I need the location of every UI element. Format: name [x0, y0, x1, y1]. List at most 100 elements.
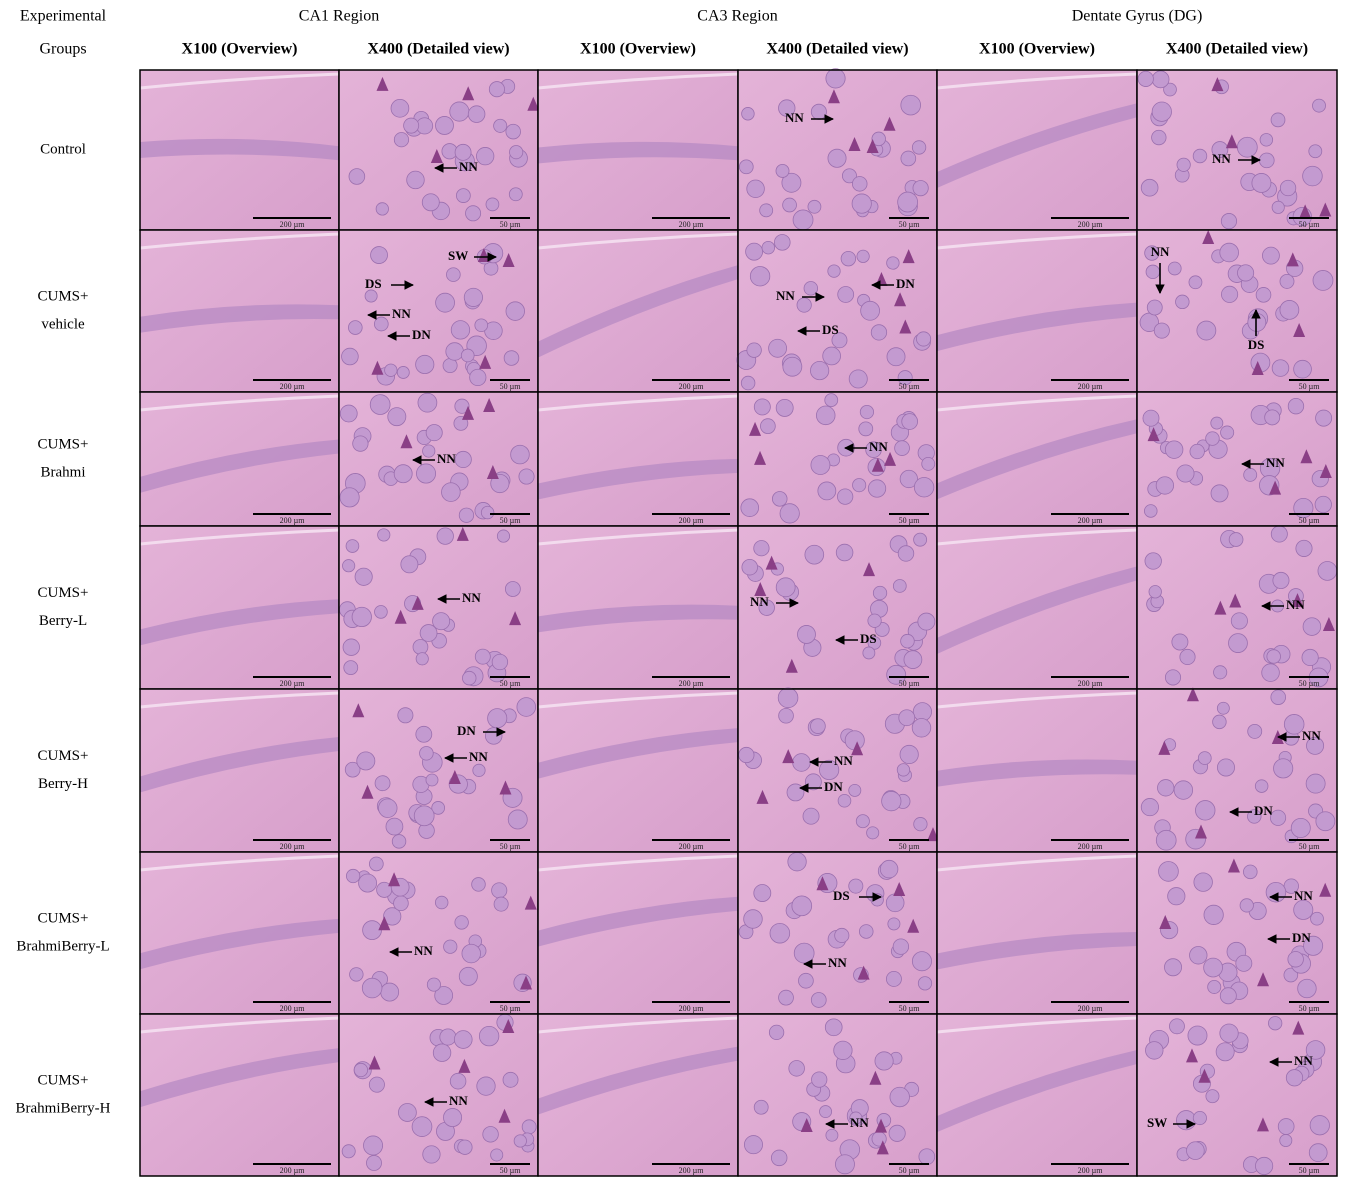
dark-neuron	[866, 139, 879, 154]
group-label: BrahmiBerry-L	[16, 938, 109, 954]
micrograph-panel: 200 µm	[537, 1013, 739, 1177]
dark-neuron	[527, 96, 540, 111]
micrograph-panel: 200 µm	[537, 391, 739, 527]
neuron	[458, 966, 478, 986]
dark-neuron	[502, 1019, 515, 1034]
neuron	[848, 783, 862, 797]
neuron	[513, 1134, 527, 1148]
micrograph-panel: 50 µm NN	[1136, 69, 1338, 231]
neuron	[419, 746, 434, 761]
micrograph-panel: 200 µm	[936, 229, 1138, 393]
annotation-label: NN	[459, 159, 478, 174]
neuron	[353, 1062, 369, 1078]
dark-neuron	[827, 89, 840, 104]
neuron	[781, 172, 802, 193]
dark-neuron	[875, 1118, 888, 1133]
neuron	[1310, 911, 1324, 926]
neuron	[419, 624, 438, 642]
neuron	[1137, 70, 1154, 87]
annotation-label: NN	[828, 955, 847, 970]
neuron	[1302, 617, 1322, 636]
neuron	[900, 94, 921, 116]
neuron	[792, 209, 814, 231]
neuron	[761, 240, 776, 255]
dark-neuron	[388, 872, 401, 887]
neuron	[436, 527, 454, 545]
neuron	[1195, 800, 1216, 821]
dark-neuron	[1299, 204, 1312, 219]
neuron	[1305, 773, 1326, 794]
neuron	[1247, 723, 1263, 739]
scale-label: 200 µm	[679, 1004, 705, 1013]
neuron	[810, 455, 831, 475]
neuron	[432, 1043, 452, 1062]
micrograph-panel: 50 µm NN SW	[1136, 1013, 1338, 1177]
neuron	[467, 105, 486, 123]
neuron	[759, 203, 774, 218]
neuron	[921, 456, 936, 471]
neuron	[416, 463, 437, 484]
dark-neuron	[1229, 593, 1242, 608]
neuron	[1205, 1089, 1220, 1104]
neuron	[509, 145, 524, 160]
neuron	[745, 242, 764, 261]
group-label: Berry-H	[38, 776, 88, 792]
neuron	[740, 375, 756, 391]
neuron	[1270, 525, 1288, 543]
micrograph-panel: 200 µm	[936, 391, 1138, 527]
neuron	[345, 539, 360, 553]
neuron	[1179, 648, 1196, 666]
neuron	[865, 441, 882, 458]
dark-neuron	[430, 149, 443, 164]
cell-layer	[937, 759, 1137, 787]
neuron	[848, 369, 868, 389]
annotation-label: NN	[1294, 1053, 1313, 1068]
neuron	[453, 1030, 473, 1049]
corner-label: Experimental	[20, 8, 107, 25]
cell-layer	[538, 896, 738, 947]
neuron	[804, 773, 822, 791]
group-label: CUMS+	[38, 288, 89, 304]
micrograph-panel: 200 µm	[936, 1013, 1138, 1177]
dark-neuron	[502, 253, 515, 268]
neuron	[1277, 1118, 1295, 1135]
annotation-label: NN	[785, 110, 804, 125]
dark-neuron	[869, 1070, 882, 1085]
neuron	[866, 826, 880, 840]
scale-label: 200 µm	[1078, 842, 1104, 851]
neuron	[848, 878, 864, 894]
magnification-label: X400 (Detailed view)	[1166, 41, 1308, 58]
cell-layer	[140, 1048, 339, 1108]
neuron	[1315, 409, 1333, 427]
neuron	[870, 324, 888, 341]
neuron	[1230, 612, 1248, 630]
neuron	[435, 116, 454, 135]
neuron	[911, 140, 927, 155]
fiber-layer	[139, 1016, 340, 1034]
scale-label: 50 µm	[1299, 679, 1321, 688]
dark-neuron	[765, 555, 778, 570]
neuron	[435, 292, 455, 313]
annotation: DS	[1248, 309, 1264, 352]
cell-layer	[538, 1046, 738, 1115]
neuron	[740, 498, 760, 517]
neuron	[432, 612, 451, 631]
neuron	[837, 488, 854, 505]
neuron	[349, 967, 364, 982]
neuron	[1219, 1023, 1239, 1043]
dark-neuron	[1202, 230, 1215, 245]
fiber-layer	[139, 232, 340, 250]
neuron	[787, 852, 807, 872]
micrograph-panel: 50 µm NN	[737, 391, 938, 527]
tissue-background	[339, 526, 538, 689]
neuron	[482, 1126, 499, 1143]
micrograph-panel: 200 µm	[537, 525, 739, 690]
cell-layer	[140, 737, 339, 793]
annotation: NN	[803, 955, 847, 970]
micrograph-panel: 200 µm	[936, 851, 1138, 1015]
neuron	[1158, 861, 1179, 882]
neuron	[1219, 242, 1239, 263]
neuron	[768, 1024, 785, 1041]
neuron	[1145, 1041, 1164, 1060]
neuron	[1247, 312, 1267, 332]
